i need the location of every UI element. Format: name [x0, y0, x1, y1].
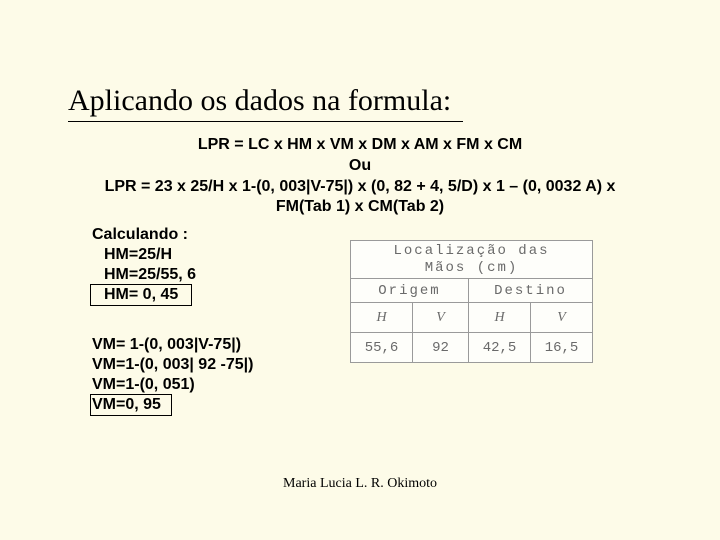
formula-line-2b: FM(Tab 1) x CM(Tab 2) — [68, 198, 652, 216]
table-title-line-2: Mãos (cm) — [425, 260, 519, 276]
table-cell: 42,5 — [469, 333, 531, 363]
page-title: Aplicando os dados na formula: — [68, 84, 451, 118]
calculating-label: Calculando : — [92, 226, 188, 244]
table-title-line-1: Localização das — [393, 243, 549, 259]
formula-ou: Ou — [68, 157, 652, 175]
formula-line-1: LPR = LC x HM x VM x DM x AM x FM x CM — [68, 136, 652, 154]
table-cell: 55,6 — [351, 333, 413, 363]
footer-author: Maria Lucia L. R. Okimoto — [0, 476, 720, 492]
hm-result-box — [90, 284, 192, 306]
formula-line-2a: LPR = 23 x 25/H x 1-(0, 003|V-75|) x (0,… — [68, 178, 652, 196]
vm-step-1: VM= 1-(0, 003|V-75|) — [92, 336, 241, 354]
title-underline — [68, 121, 463, 122]
hm-step-1: HM=25/H — [104, 246, 172, 264]
table-cell: 16,5 — [531, 333, 593, 363]
table-subheader: V — [531, 303, 593, 333]
table-subheader: V — [413, 303, 469, 333]
table-title-cell: Localização das Mãos (cm) — [351, 241, 593, 279]
vm-step-3: VM=1-(0, 051) — [92, 376, 195, 394]
table-cell: 92 — [413, 333, 469, 363]
vm-step-2: VM=1-(0, 003| 92 -75|) — [92, 356, 253, 374]
vm-result-box — [90, 394, 172, 416]
hands-location-table: Localização das Mãos (cm) Origem Destino… — [350, 240, 593, 363]
table-header-destination: Destino — [469, 279, 593, 303]
table-header-origin: Origem — [351, 279, 469, 303]
table-subheader: H — [469, 303, 531, 333]
table-subheader: H — [351, 303, 413, 333]
hm-step-2: HM=25/55, 6 — [104, 266, 196, 284]
